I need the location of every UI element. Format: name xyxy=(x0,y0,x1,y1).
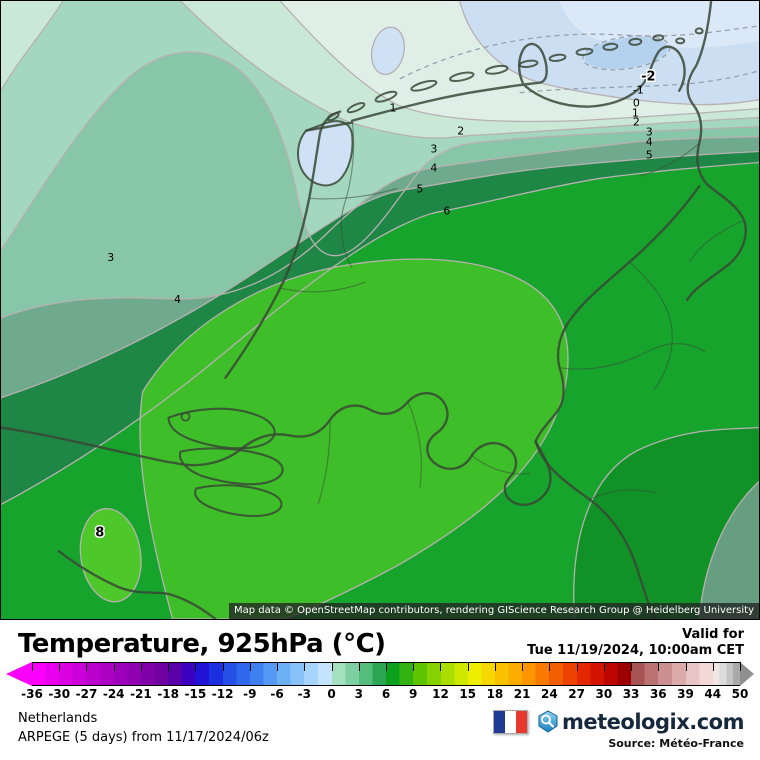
region-name: Netherlands xyxy=(18,711,98,726)
temperature-colorbar: -36 -30 -27 -24 -21 -18 -15 -12 -9 -6 -3 0 3 6 9 12 15 18… xyxy=(6,662,754,704)
coastline-borders xyxy=(1,1,747,619)
svg-text:-2: -2 xyxy=(641,70,655,85)
svg-text:1: 1 xyxy=(632,107,639,120)
valid-time-box: Valid for Tue 11/19/2024, 10:00am CET xyxy=(527,627,744,658)
band-8-plus xyxy=(80,508,142,602)
france-flag-icon xyxy=(493,710,529,734)
svg-text:5: 5 xyxy=(646,148,653,161)
cold-pool-north xyxy=(371,27,405,75)
ijsselmeer-cold-pool xyxy=(298,121,353,186)
map-attribution: Map data © OpenStreetMap contributors, r… xyxy=(229,603,759,619)
svg-text:-1: -1 xyxy=(633,84,644,97)
valid-for-label: Valid for xyxy=(682,627,744,642)
data-source: Source: Météo-France xyxy=(608,737,744,750)
svg-text:5: 5 xyxy=(416,182,423,195)
valid-datetime: Tue 11/19/2024, 10:00am CET xyxy=(527,642,744,658)
svg-text:8: 8 xyxy=(95,525,104,540)
isotherm-lines xyxy=(1,1,759,619)
colorbar-left-arrow xyxy=(6,662,32,686)
page-title: Temperature, 925hPa (°C) xyxy=(18,629,386,659)
band-7-8 xyxy=(139,259,569,619)
svg-text:3: 3 xyxy=(107,251,114,264)
svg-text:4: 4 xyxy=(174,293,181,306)
colorbar-labels: -36 -30 -27 -24 -21 -18 -15 -12 -9 -6 -3 0 3 6 9 12 15 18… xyxy=(21,687,749,701)
meteologix-logo[interactable]: meteologix.com xyxy=(536,710,744,734)
meteologix-gem-icon xyxy=(538,710,558,733)
svg-text:4: 4 xyxy=(430,161,437,174)
legend-panel: Temperature, 925hPa (°C) Valid for Tue 1… xyxy=(0,620,760,760)
regional-borders xyxy=(280,120,745,505)
svg-text:4: 4 xyxy=(646,136,653,149)
svg-text:0: 0 xyxy=(633,97,640,110)
model-run-info: Netherlands ARPEGE (5 days) from 11/17/2… xyxy=(18,710,269,748)
colorbar-segments xyxy=(32,662,741,686)
band-1-2 xyxy=(180,1,759,139)
weather-map[interactable]: 1 2 3 4 5 6 3 4 -2 -1 0 1 2 3 4 5 8 Map data © OpenStree… xyxy=(0,0,760,620)
svg-text:3: 3 xyxy=(430,143,437,156)
band-se-corner xyxy=(699,481,759,619)
colorbar-right-arrow xyxy=(740,662,754,686)
svg-text:2: 2 xyxy=(457,125,464,138)
svg-text:6: 6 xyxy=(443,204,450,217)
svg-text:1: 1 xyxy=(389,102,396,115)
brand-text: meteologix.com xyxy=(562,710,744,734)
svg-text:3: 3 xyxy=(646,126,653,139)
svg-text:2: 2 xyxy=(633,116,640,129)
model-run: ARPEGE (5 days) from 11/17/2024/06z xyxy=(18,729,269,745)
